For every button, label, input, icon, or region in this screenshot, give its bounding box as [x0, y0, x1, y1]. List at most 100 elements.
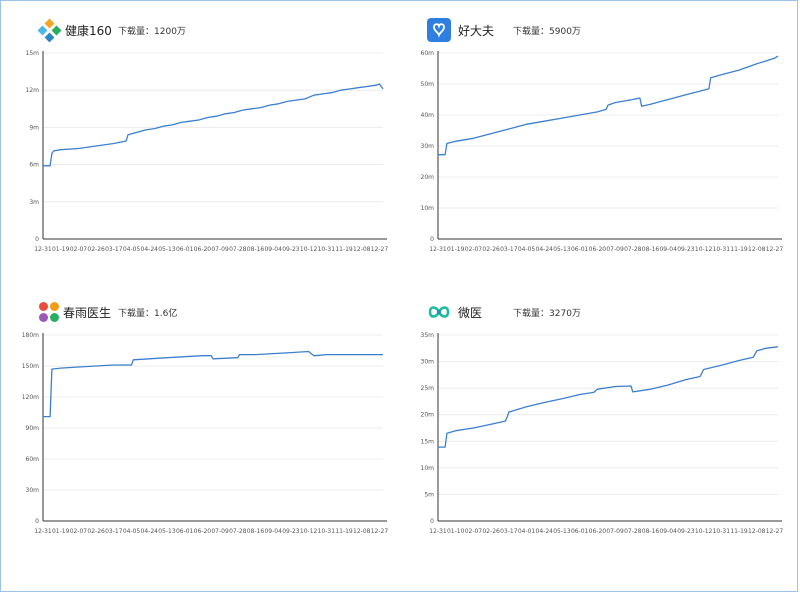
x-tick-label: 11-19	[730, 528, 748, 535]
x-tick-label: 09-23	[677, 246, 695, 253]
x-tick-label: 06-20	[589, 528, 607, 535]
x-tick-label: 07-28	[624, 528, 642, 535]
x-tick-label: 09-04	[264, 246, 282, 253]
x-tick-label: 09-23	[282, 246, 300, 253]
x-tick-label: 10-12	[695, 528, 713, 535]
y-tick-label: 10m	[421, 465, 435, 472]
y-tick-label: 6m	[29, 162, 39, 169]
y-tick-label: 15m	[421, 438, 435, 445]
x-tick-label: 03-17	[105, 528, 123, 535]
y-tick-label: 0	[430, 518, 434, 525]
y-tick-label: 15m	[26, 50, 40, 57]
chart-panel-chunyu: 春雨医生 下载量：1.6亿 0 30m 60m 90m 120m 150m 180m 12-3…	[5, 300, 395, 590]
x-tick-label: 10-12	[300, 246, 318, 253]
download-count: 下载量：5900万	[513, 24, 581, 37]
x-tick-label: 04-24	[141, 246, 159, 253]
x-tick-label: 04-24	[536, 528, 554, 535]
download-count: 下载量：1200万	[118, 24, 186, 37]
x-tick-label: 02-26	[87, 246, 105, 253]
chart-panel-weiyi: 微医 下载量：3270万 0 5m 10m 15m 20m 25m 30m 35m 12-31 0…	[400, 300, 790, 590]
x-tick-label: 03-17	[500, 246, 518, 253]
x-tick-label: 06-01	[176, 246, 194, 253]
x-tick-label: 12-27	[371, 246, 389, 253]
y-tick-label: 0	[35, 518, 39, 525]
x-tick-label: 06-20	[589, 246, 607, 253]
x-tick-label: 09-23	[677, 528, 695, 535]
line-chart: 0 5m 10m 15m 20m 25m 30m 35m 12-31 01-10 02-07 02-2…	[421, 332, 784, 535]
y-tick-label: 20m	[421, 174, 435, 181]
x-tick-label: 10-12	[300, 528, 318, 535]
series-line	[438, 346, 779, 448]
x-tick-label: 04-05	[518, 246, 536, 253]
x-tick-label: 11-19	[335, 528, 353, 535]
download-count: 下载量：1.6亿	[118, 306, 177, 319]
app-name: 好大夫	[458, 24, 495, 38]
download-value: 5900万	[549, 27, 581, 37]
series-line	[43, 83, 384, 167]
x-tick-label: 11-19	[335, 246, 353, 253]
x-tick-label: 06-01	[571, 528, 589, 535]
series-line	[438, 55, 779, 156]
x-tick-label: 06-01	[176, 528, 194, 535]
series-line	[43, 350, 383, 418]
panel-header: 健康160 下载量：1200万	[5, 18, 395, 48]
app-name: 春雨医生	[63, 306, 112, 320]
x-tick-label: 07-09	[606, 246, 624, 253]
y-tick-label: 30m	[421, 143, 435, 150]
y-tick-label: 150m	[22, 363, 39, 370]
download-value: 3270万	[549, 309, 581, 319]
x-tick-label: 12-27	[766, 246, 784, 253]
download-count: 下载量：3270万	[513, 306, 581, 319]
x-tick-label: 04-01	[518, 528, 536, 535]
chunyu-logo-icon	[39, 302, 59, 322]
haodaifu-logo-icon	[427, 18, 451, 42]
download-label: 下载量：	[513, 27, 550, 37]
weiyi-logo-icon	[428, 306, 450, 318]
x-tick-label: 04-05	[123, 528, 141, 535]
download-label: 下载量：	[513, 309, 550, 319]
y-tick-label: 60m	[421, 50, 435, 57]
x-tick-label: 01-19	[52, 246, 70, 253]
x-tick-label: 04-05	[123, 246, 141, 253]
panel-header: 微医 下载量：3270万	[400, 300, 790, 330]
x-tick-label: 08-16	[247, 246, 265, 253]
x-tick-label: 08-16	[642, 528, 660, 535]
x-tick-label: 12-08	[748, 528, 766, 535]
x-tick-label: 01-19	[447, 246, 465, 253]
x-tick-label: 10-12	[695, 246, 713, 253]
x-tick-label: 02-07	[465, 528, 483, 535]
x-tick-label: 12-08	[748, 246, 766, 253]
y-tick-label: 25m	[421, 385, 435, 392]
x-tick-label: 12-08	[353, 246, 371, 253]
line-chart: 0 30m 60m 90m 120m 150m 180m 12-31 01-19 02-07 02-…	[22, 332, 389, 535]
y-tick-label: 20m	[421, 412, 435, 419]
y-tick-label: 3m	[29, 199, 39, 206]
x-tick-label: 02-26	[482, 528, 500, 535]
download-value: 1.6亿	[154, 309, 178, 319]
x-tick-label: 02-07	[70, 528, 88, 535]
x-tick-label: 06-20	[194, 528, 212, 535]
x-tick-label: 12-31	[429, 528, 447, 535]
x-tick-label: 08-16	[247, 528, 265, 535]
x-tick-label: 08-16	[642, 246, 660, 253]
x-tick-label: 10-31	[713, 528, 731, 535]
app-name: 健康160	[65, 24, 112, 38]
y-tick-label: 90m	[26, 425, 40, 432]
x-tick-label: 02-07	[70, 246, 88, 253]
chart-panel-haodaifu: 好大夫 下载量：5900万 0 10m 20m 30m 40m 50m 60m 12-31 01…	[400, 18, 790, 308]
x-tick-label: 12-27	[766, 528, 784, 535]
y-tick-label: 5m	[424, 491, 434, 498]
y-tick-label: 30m	[421, 359, 435, 366]
x-tick-label: 05-13	[553, 246, 571, 253]
y-tick-label: 35m	[421, 332, 435, 339]
x-tick-label: 05-13	[158, 528, 176, 535]
download-value: 1200万	[154, 27, 186, 37]
x-tick-label: 07-28	[624, 246, 642, 253]
x-tick-label: 09-04	[659, 528, 677, 535]
x-tick-label: 01-19	[52, 528, 70, 535]
chart-panel-jiankang160: 健康160 下载量：1200万 0 3m 6m 9m 12m 15m 12-31 01-19 0…	[5, 18, 395, 308]
x-tick-label: 10-31	[318, 246, 336, 253]
x-tick-label: 06-20	[194, 246, 212, 253]
